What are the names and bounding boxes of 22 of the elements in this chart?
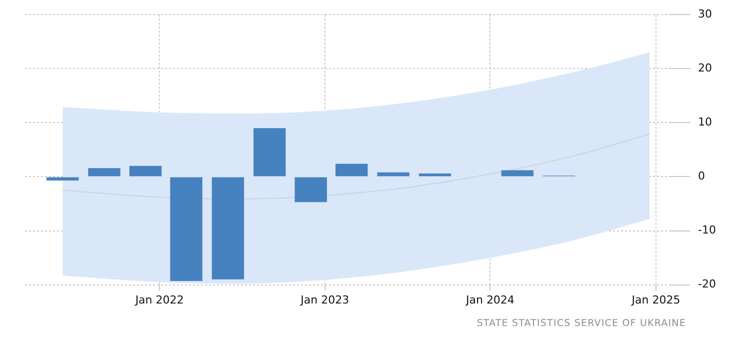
- bar: [254, 128, 286, 176]
- y-tick-label: -20: [698, 278, 716, 291]
- x-tick-label: Jan 2022: [134, 293, 184, 306]
- bar: [335, 164, 368, 176]
- bar: [46, 177, 79, 181]
- x-tick-label: Jan 2025: [630, 293, 680, 306]
- bar: [170, 177, 202, 282]
- y-tick-label: -10: [698, 224, 716, 237]
- y-tick-label: 0: [698, 170, 706, 183]
- bar: [418, 173, 452, 176]
- text: STATE STATISTICS SERVICE OF UKRAINE: [476, 318, 686, 329]
- y-tick-label: 10: [698, 116, 712, 129]
- bar: [294, 177, 327, 202]
- bar: [377, 172, 410, 176]
- y-tick-label: 20: [698, 62, 712, 74]
- bar: [129, 166, 162, 176]
- y-tick-label: 30: [698, 7, 712, 20]
- bar: [501, 170, 534, 176]
- bar: [212, 177, 244, 280]
- bar: [88, 168, 120, 176]
- x-tick-label: Jan 2023: [300, 293, 350, 306]
- x-tick-label: Jan 2024: [464, 293, 514, 306]
